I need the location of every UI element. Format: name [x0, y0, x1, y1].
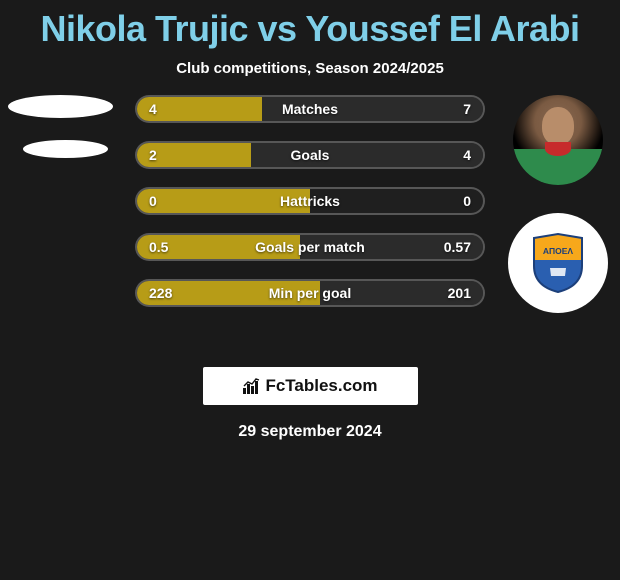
stat-row: 24Goals	[135, 141, 485, 169]
date-line: 29 september 2024	[0, 423, 620, 441]
stat-label: Goals	[137, 143, 483, 167]
right-player-club-badge: ΑΠΟΕΛ	[508, 213, 608, 313]
stat-label: Goals per match	[137, 235, 483, 259]
right-player-avatar	[513, 95, 603, 185]
club-text: ΑΠΟΕΛ	[543, 246, 574, 256]
stat-row: 0.50.57Goals per match	[135, 233, 485, 261]
brand-box: FcTables.com	[203, 367, 418, 405]
left-player-avatar-placeholder	[8, 95, 113, 118]
left-player-column	[8, 95, 116, 158]
stat-bars: 47Matches 24Goals 00Hattricks 0.50.57Goals …	[135, 95, 485, 325]
stat-row: 47Matches	[135, 95, 485, 123]
club-shield-icon: ΑΠΟΕΛ	[530, 232, 586, 294]
right-player-column: ΑΠΟΕΛ	[504, 95, 612, 313]
subtitle: Club competitions, Season 2024/2025	[0, 60, 620, 77]
stat-row: 228201Min per goal	[135, 279, 485, 307]
stat-row: 00Hattricks	[135, 187, 485, 215]
stat-label: Matches	[137, 97, 483, 121]
brand-text: FcTables.com	[265, 376, 377, 396]
left-player-club-placeholder	[23, 140, 108, 158]
page-title: Nikola Trujic vs Youssef El Arabi	[0, 0, 620, 50]
bar-chart-icon	[242, 377, 262, 395]
stat-label: Min per goal	[137, 281, 483, 305]
comparison-area: ΑΠΟΕΛ 47Matches 24Goals 00Hattricks 0.50.57…	[0, 95, 620, 345]
stat-label: Hattricks	[137, 189, 483, 213]
